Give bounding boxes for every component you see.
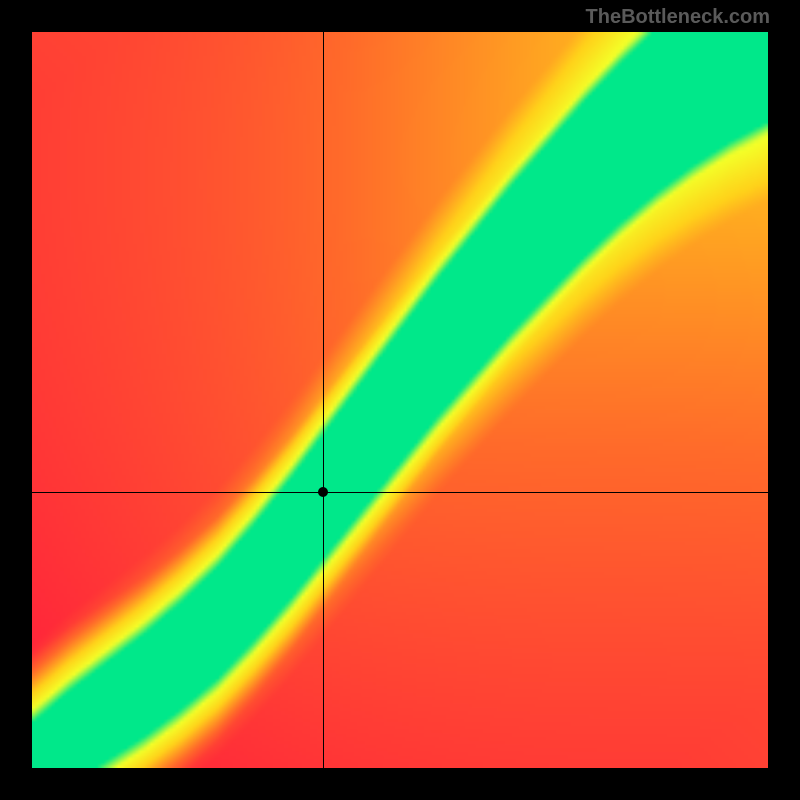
crosshair-marker[interactable] xyxy=(318,487,328,497)
heatmap-canvas xyxy=(32,32,768,768)
crosshair-vertical xyxy=(323,32,324,768)
watermark-text: TheBottleneck.com xyxy=(586,6,770,29)
crosshair-horizontal xyxy=(32,492,768,493)
heatmap-plot xyxy=(32,32,768,768)
